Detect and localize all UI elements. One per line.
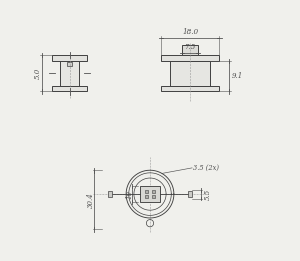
Text: 3.5 (2x): 3.5 (2x) [194,164,219,172]
Bar [170,61,210,86]
Bar [152,195,155,198]
Bar [67,62,72,66]
Bar [52,86,87,91]
Text: 30.4: 30.4 [87,192,95,208]
Bar [161,55,219,61]
Text: 5.5: 5.5 [203,188,211,200]
Text: 18.0: 18.0 [182,28,198,35]
Text: 7.5: 7.5 [184,43,196,51]
Bar [60,61,79,86]
Bar [140,186,160,202]
Bar [182,45,198,55]
Text: 9.1: 9.1 [232,72,243,80]
Bar [52,55,87,61]
Bar [145,190,148,193]
Bar [188,191,192,197]
Bar [108,191,112,197]
Bar [152,190,155,193]
Text: 5.0: 5.0 [34,68,42,79]
Bar [161,86,219,91]
Text: 10: 10 [126,189,134,199]
Bar [145,195,148,198]
